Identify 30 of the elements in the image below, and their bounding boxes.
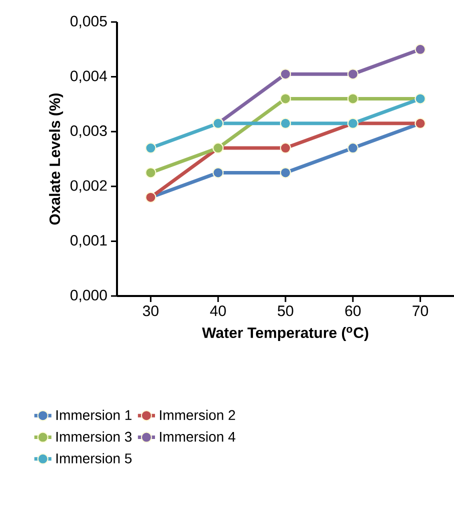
legend-label: Immersion 3: [56, 431, 132, 442]
x-tick-label: 50: [278, 306, 294, 316]
point: [145, 167, 156, 178]
point: [347, 93, 358, 104]
point: [280, 167, 291, 178]
legend-label: Immersion 4: [160, 431, 236, 442]
legend-label: Immersion 1: [56, 410, 132, 420]
y-tick-label: 0,000: [70, 290, 107, 302]
x-tick-label: 30: [142, 306, 158, 316]
x-tick-label: 70: [412, 306, 428, 316]
y-axis-title: Oxalate Levels (%): [49, 93, 64, 225]
point: [145, 142, 156, 154]
y-tick-label: 0,002: [70, 180, 107, 193]
point: [414, 44, 426, 55]
point: [280, 93, 291, 104]
point: [212, 167, 224, 178]
legend-label: Immersion 5: [56, 453, 132, 464]
y-tick-label: 0,005: [70, 16, 107, 28]
point: [280, 68, 291, 80]
point: [280, 118, 291, 129]
point: [347, 142, 358, 154]
point: [280, 142, 291, 154]
x-axis-title: Water Temperature ($^{o}$C): [202, 327, 368, 341]
y-tick-label: 0,003: [70, 125, 107, 138]
y-tick-label: 0,001: [70, 235, 107, 248]
x-tick-label: 40: [210, 306, 226, 316]
y-tick-label: 0,004: [70, 70, 108, 83]
point: [347, 68, 358, 80]
x-tick-label: 60: [345, 306, 361, 316]
legend-label: Immersion 2: [160, 410, 236, 420]
